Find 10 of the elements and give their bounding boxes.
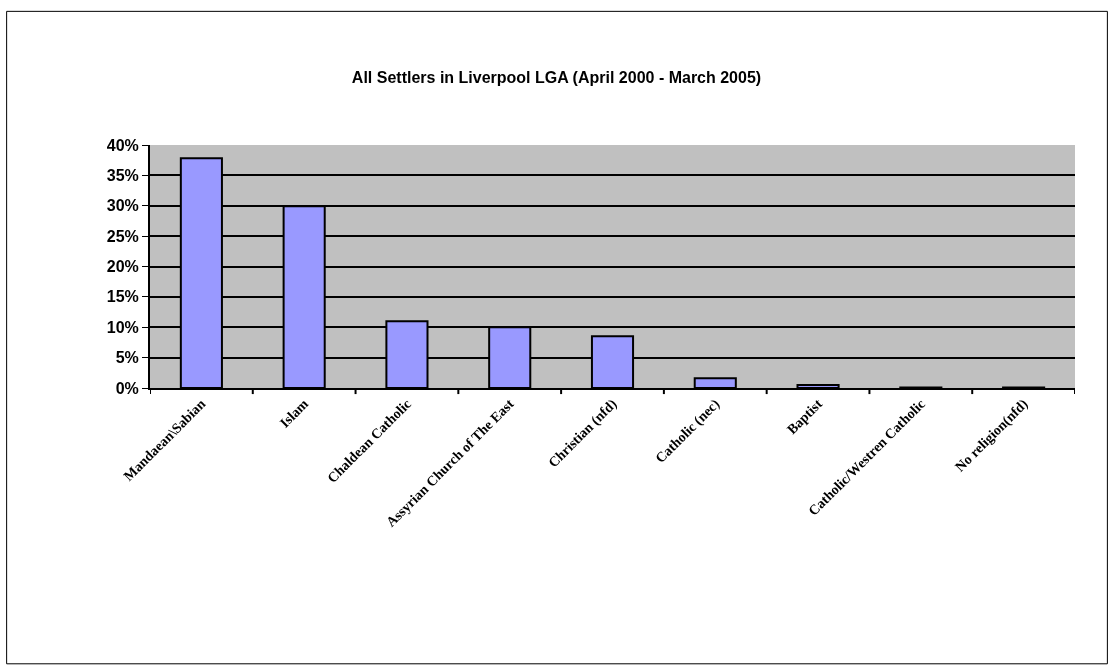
y-tick-label: 5%	[115, 349, 139, 367]
y-tick-label: 40%	[106, 136, 139, 154]
y-tick-label: 25%	[106, 227, 139, 245]
y-tick-label: 0%	[115, 379, 139, 397]
y-tick-label: 35%	[106, 166, 139, 184]
y-tick-label: 20%	[106, 258, 139, 276]
y-tick-label: 30%	[106, 197, 139, 215]
chart-title: All Settlers in Liverpool LGA (April 2000 - March 2005)	[351, 68, 762, 86]
y-tick-label: 15%	[106, 288, 139, 306]
y-tick-label: 10%	[106, 318, 139, 336]
